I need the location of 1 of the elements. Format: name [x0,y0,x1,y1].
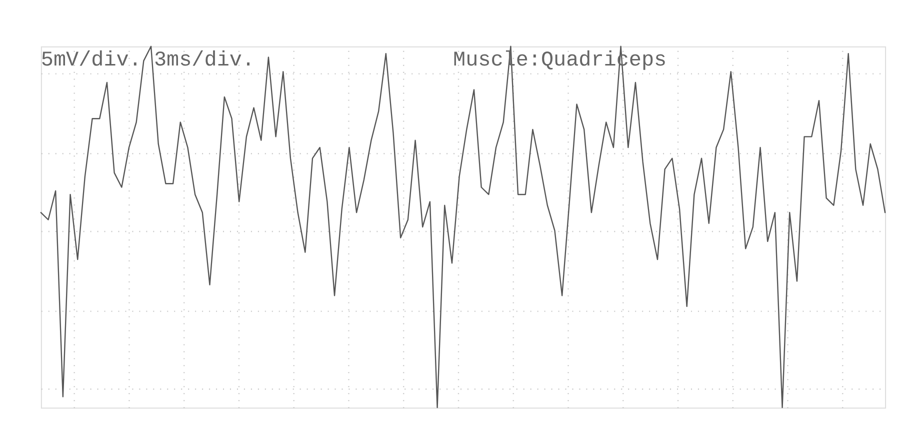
annotation: 5mV/div. 3ms/div. [40,49,255,72]
